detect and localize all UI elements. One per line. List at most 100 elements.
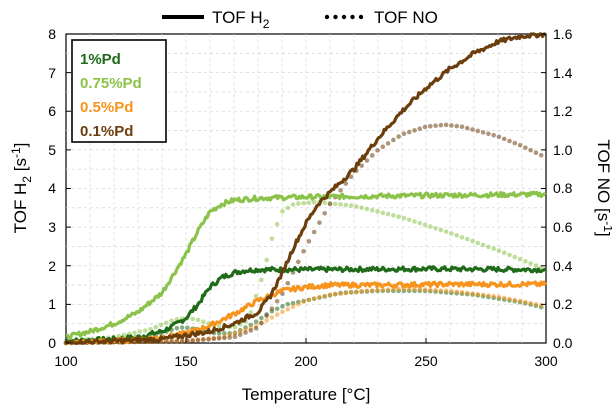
tof-no-point — [169, 318, 174, 324]
tof-no-point — [528, 147, 533, 153]
y-right-tick-label: 0.2 — [553, 296, 573, 312]
tof-no-point — [523, 299, 528, 305]
tof-no-point — [480, 130, 486, 135]
tof-no-point — [496, 294, 502, 300]
tof-no-point — [248, 322, 254, 328]
y-right-tick-label: 0.0 — [553, 335, 573, 351]
tof-no-point — [443, 288, 449, 294]
tof-no-point — [206, 336, 211, 342]
tof-no-point — [375, 148, 380, 153]
y-right-tick-label: 1.2 — [553, 103, 573, 119]
tof-no-point — [359, 205, 364, 211]
tof-no-point — [475, 128, 481, 134]
tof-no-point — [528, 300, 533, 306]
tof-no-point — [375, 287, 380, 293]
tof-no-point — [538, 152, 544, 158]
tof-no-point — [523, 259, 528, 264]
tof-no-point — [406, 217, 412, 223]
tof-no-point — [179, 338, 185, 344]
tof-no-point — [285, 205, 291, 211]
tof-no-point — [459, 124, 465, 129]
tof-no-point — [285, 307, 291, 312]
tof-no-point — [417, 220, 423, 226]
tof-no-point — [464, 290, 470, 296]
tof-no-point — [348, 290, 354, 295]
legend-dot — [324, 14, 330, 20]
tof-no-point — [332, 201, 338, 207]
tof-no-point — [359, 289, 364, 294]
tof-no-point — [222, 335, 227, 341]
tof-no-point — [301, 200, 306, 206]
y-left-tick-label: 1 — [48, 296, 56, 312]
tof-no-point — [380, 287, 386, 293]
tof-no-point — [195, 317, 201, 323]
tof-no-point — [391, 213, 396, 218]
h2-series-group — [64, 32, 547, 345]
legend-entry-01pd: 0.1%Pd — [80, 123, 133, 140]
tof-no-point — [343, 290, 349, 296]
tof-no-point — [449, 288, 454, 294]
tof-no-point — [459, 234, 465, 240]
tof-no-point — [274, 221, 280, 227]
tof-no-point — [227, 335, 232, 340]
tof-no-point — [491, 246, 496, 252]
tof-no-point — [401, 215, 407, 221]
tof-no-point — [354, 204, 359, 209]
tof-no-point — [428, 123, 433, 129]
y-left-tick-label: 6 — [48, 103, 56, 119]
tof-no-point — [306, 297, 312, 303]
tof-no-point — [343, 202, 349, 208]
tof-no-point — [438, 227, 444, 233]
tof-no-point — [375, 209, 380, 214]
tof-no-point — [169, 339, 174, 344]
legend-entry-05pd: 0.5%Pd — [80, 99, 133, 116]
tof-no-point — [253, 319, 259, 325]
tof-no-point — [364, 158, 370, 163]
tof-no-point — [459, 290, 465, 295]
tof-no-point — [449, 123, 454, 128]
tof-no-point — [174, 338, 180, 344]
tof-no-point — [364, 288, 370, 294]
tof-no-point — [301, 299, 306, 304]
tof-no-point — [190, 316, 196, 322]
tof-no-point — [259, 277, 264, 283]
y-right-tick-label: 0.8 — [553, 180, 573, 196]
tof-no-point — [274, 312, 280, 317]
tof-no-point — [274, 298, 280, 304]
tof-no-point — [317, 220, 322, 225]
tof-no-point — [322, 200, 328, 206]
tof-no-point — [164, 320, 169, 326]
y-right-axis-title: TOF NO [s-1] — [594, 139, 612, 236]
tof-no-point — [385, 287, 391, 292]
tof-no-point — [290, 202, 296, 207]
x-tick-label: 250 — [414, 353, 438, 369]
legend-tof-h2-label: TOF H2 — [212, 8, 270, 31]
tof-no-point — [433, 123, 438, 129]
tof-no-point — [401, 131, 407, 137]
tof-no-point — [338, 291, 343, 296]
tof-no-point — [243, 330, 248, 335]
legend-box-frame — [71, 39, 167, 143]
x-tick-label: 200 — [294, 353, 318, 369]
tof-no-point — [280, 309, 285, 315]
tof-no-point — [285, 301, 291, 307]
y-left-tick-label: 3 — [48, 219, 56, 235]
tof-no-point — [417, 287, 423, 292]
tof-no-point — [264, 257, 269, 263]
tof-no-point — [269, 315, 275, 320]
tof-no-point — [486, 244, 491, 250]
tof-no-point — [475, 240, 481, 246]
y-left-tick-label: 4 — [48, 180, 56, 196]
tof-no-point — [311, 200, 317, 205]
tof-no-point — [195, 337, 201, 343]
tof-no-point — [179, 325, 185, 330]
legend-dot — [341, 14, 347, 20]
tof-no-point — [475, 291, 481, 297]
tof-no-point — [359, 163, 364, 168]
tof-no-point — [438, 122, 444, 128]
legend-dot — [358, 14, 364, 20]
tof-no-point — [248, 310, 254, 315]
y-left-tick-label: 7 — [48, 65, 56, 81]
tof-no-point — [237, 332, 243, 337]
x-tick-label: 100 — [54, 353, 78, 369]
